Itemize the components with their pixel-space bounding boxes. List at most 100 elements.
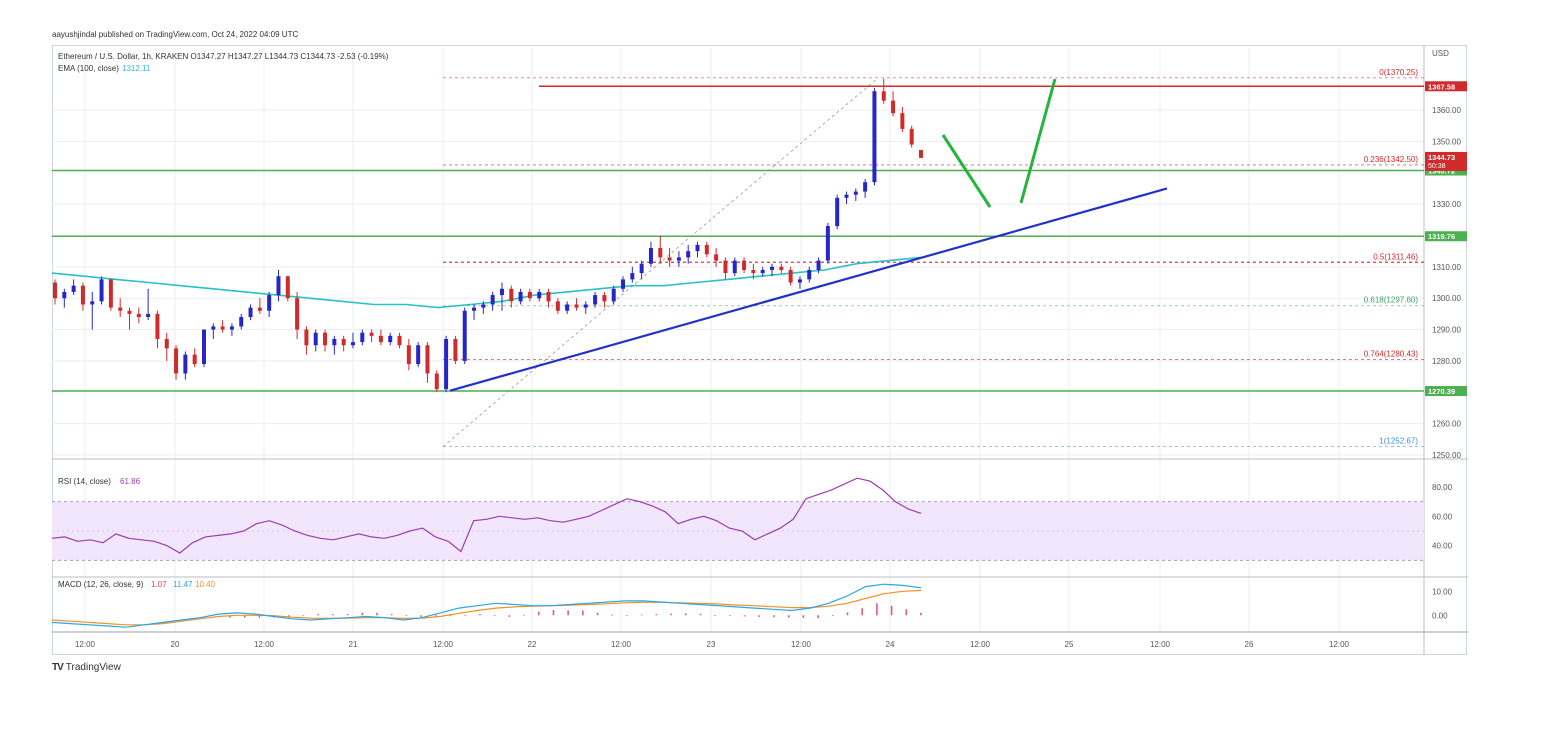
price-level-tag [1425, 81, 1467, 92]
x-tick-label: 22 [528, 640, 537, 649]
candle-body [816, 260, 821, 270]
macd-histogram-bar [582, 610, 584, 616]
candle-body [248, 307, 253, 318]
candle-body [509, 288, 514, 302]
candle-body [667, 257, 672, 261]
candle-body [332, 338, 337, 346]
candle-body [546, 291, 551, 302]
candle-body [593, 295, 598, 305]
macd-histogram-bar [699, 613, 702, 616]
macd-histogram-bar [758, 615, 761, 617]
macd-histogram-bar [714, 615, 716, 616]
candle-body [891, 100, 896, 114]
x-tick-label: 12:00 [970, 640, 991, 649]
candle-body [62, 291, 67, 299]
price-level-tag-label: 1270.39 [1428, 387, 1455, 396]
macd-histogram-bar [435, 615, 437, 618]
x-tick-label: 12:00 [611, 640, 632, 649]
price-level-tag-label: 1367.58 [1428, 82, 1455, 91]
x-tick-label: 23 [707, 640, 716, 649]
candle-body [304, 329, 309, 346]
candle-body [788, 269, 793, 283]
ascending-trend-line [449, 187, 1168, 392]
candle-body [630, 273, 635, 280]
candle-body [108, 279, 113, 308]
candle-body [919, 149, 923, 158]
y-tick-label: 1260.00 [1432, 420, 1461, 429]
candle-body [444, 338, 449, 390]
rsi-legend-name: RSI (14, close) [58, 477, 111, 486]
macd-histogram-bar [567, 610, 569, 616]
candle-body [909, 128, 914, 145]
y-tick-label: 1280.00 [1432, 357, 1461, 366]
candle-body [313, 332, 318, 346]
candle-body [369, 332, 374, 336]
tradingview-logo-mark: TV [52, 662, 64, 673]
candle-body [462, 310, 467, 361]
macd-histogram-bar [611, 614, 614, 616]
fib-level-label: 0.764(1280.43) [1364, 350, 1419, 359]
candle-body [174, 348, 179, 374]
candle-body [527, 291, 532, 299]
candle-body [723, 260, 728, 274]
candle-body [490, 295, 495, 305]
rsi-legend-value: 61.86 [120, 477, 141, 486]
candle-body [611, 288, 616, 302]
macd-histogram-bar [243, 615, 246, 618]
ema-legend-value: 1312.11 [122, 64, 151, 73]
candle-body [621, 279, 626, 289]
price-level-tag-label: 1319.76 [1428, 232, 1455, 241]
candle-body [881, 91, 886, 101]
candle-body [555, 301, 560, 311]
candle-body [360, 332, 365, 343]
candle-body [416, 345, 421, 365]
x-tick-label: 12:00 [1329, 640, 1350, 649]
x-tick-label: 12:00 [791, 640, 812, 649]
y-tick-label: 1290.00 [1432, 326, 1461, 335]
candle-body [211, 326, 216, 330]
price-level-tag [1425, 231, 1467, 242]
ema-legend-name: EMA (100, close) [58, 64, 119, 73]
macd-histogram-bar [626, 615, 628, 617]
x-tick-label: 12:00 [75, 640, 96, 649]
candle-body [239, 317, 244, 327]
x-tick-label: 21 [349, 640, 358, 649]
macd-histogram-bar [920, 612, 922, 616]
candle-body [267, 295, 272, 311]
candle-body [825, 226, 830, 261]
x-tick-label: 24 [886, 640, 895, 649]
x-tick-label: 20 [171, 640, 180, 649]
macd-histogram-bar [493, 615, 496, 617]
macd-y-tick-label: 0.00 [1432, 611, 1448, 620]
candle-body [481, 304, 486, 308]
candle-body [53, 282, 57, 299]
candle-body [835, 197, 840, 227]
candle-body [583, 304, 588, 308]
candle-body [378, 335, 383, 343]
macd-histogram-bar [890, 605, 893, 616]
macd-histogram-bar [479, 614, 481, 616]
x-tick-label: 12:00 [254, 640, 275, 649]
chart-frame [52, 45, 1467, 655]
candle-body [434, 373, 439, 390]
macd-signal-line [51, 589, 922, 626]
macd-histogram-bar [332, 614, 334, 616]
candle-body [499, 288, 504, 296]
candle-body [155, 313, 160, 339]
macd-histogram-bar [537, 611, 540, 616]
candle-body [518, 291, 523, 302]
y-tick-label: 1310.00 [1432, 263, 1461, 272]
rsi-line [51, 477, 922, 554]
macd-histogram-bar [831, 615, 834, 617]
macd-histogram-bar [229, 615, 231, 618]
current-price-tag [1425, 151, 1467, 171]
candle-body [257, 307, 262, 311]
tradingview-logo[interactable]: TV TradingView [52, 662, 121, 673]
macd-histogram-bar [684, 613, 687, 616]
macd-histogram-bar [773, 615, 775, 618]
macd-histogram-bar [390, 614, 393, 616]
macd-histogram-bar [670, 613, 672, 616]
candle-body [537, 291, 542, 299]
x-tick-label: 12:00 [1150, 640, 1171, 649]
